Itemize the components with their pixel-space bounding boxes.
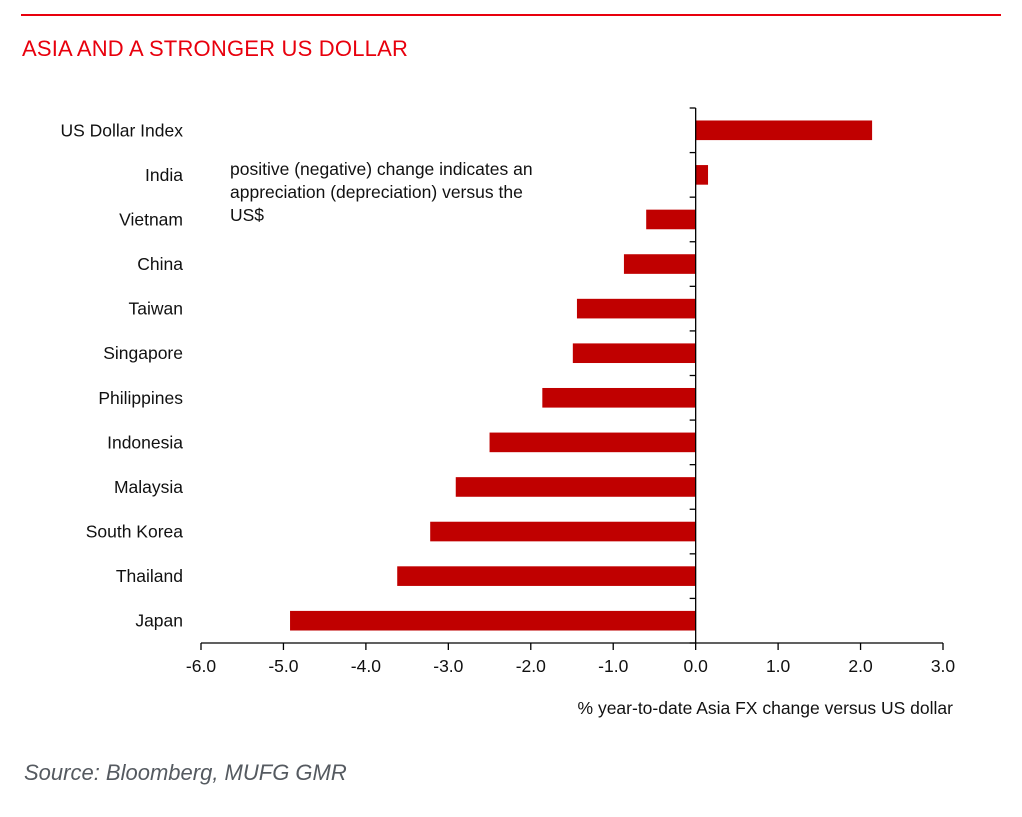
category-label: South Korea — [86, 522, 184, 542]
bar-indonesia — [489, 432, 696, 453]
category-label: Singapore — [103, 343, 183, 363]
annotation: positive (negative) change indicates an a… — [230, 159, 533, 225]
bar-philippines — [542, 387, 696, 408]
bars-group — [290, 120, 873, 631]
x-tick-labels: -6.0 -5.0 -4.0 -3.0 -2.0 -1.0 0.0 1.0 2.0 3.0 — [186, 656, 956, 676]
bar-japan — [290, 610, 696, 631]
category-label: US Dollar Index — [60, 120, 183, 140]
category-label: Japan — [135, 611, 183, 631]
annotation-line: positive (negative) change indicates an — [230, 159, 533, 179]
axes — [200, 107, 944, 650]
category-label: Indonesia — [107, 432, 183, 452]
category-label: Philippines — [98, 388, 183, 408]
x-tick-label: -6.0 — [186, 656, 216, 676]
x-axis-title: % year-to-date Asia FX change versus US … — [578, 698, 954, 718]
category-label: Malaysia — [114, 477, 183, 497]
top-rule — [21, 14, 1001, 16]
x-tick-label: -1.0 — [598, 656, 628, 676]
x-tick-label: -4.0 — [351, 656, 381, 676]
x-tick-label: -5.0 — [268, 656, 298, 676]
bar-vietnam — [646, 209, 696, 230]
x-tick-label: -2.0 — [516, 656, 546, 676]
bar-south-korea — [430, 521, 696, 542]
category-label: Vietnam — [119, 209, 183, 229]
bar-us-dollar-index — [695, 120, 873, 141]
x-tick-label: 1.0 — [766, 656, 791, 676]
bar-thailand — [397, 566, 696, 586]
x-tick-label: -3.0 — [433, 656, 463, 676]
bar-taiwan — [576, 298, 696, 319]
x-tick-label: 3.0 — [931, 656, 956, 676]
category-label: China — [137, 254, 183, 274]
bar-china — [623, 254, 696, 274]
category-label: Thailand — [116, 566, 183, 586]
category-label: India — [145, 165, 183, 185]
annotation-line: appreciation (depreciation) versus the — [230, 182, 523, 202]
bar-singapore — [572, 343, 696, 364]
bar-india — [695, 165, 709, 185]
annotation-line: US$ — [230, 205, 264, 225]
category-label: Taiwan — [129, 299, 183, 319]
source-note: Source: Bloomberg, MUFG GMR — [24, 760, 347, 785]
bar-malaysia — [455, 477, 696, 497]
chart-title: ASIA AND A STRONGER US DOLLAR — [22, 36, 409, 61]
category-labels: US Dollar Index India Vietnam China Taiwan Si… — [60, 120, 183, 630]
x-tick-label: 2.0 — [848, 656, 873, 676]
x-tick-label: 0.0 — [684, 656, 709, 676]
